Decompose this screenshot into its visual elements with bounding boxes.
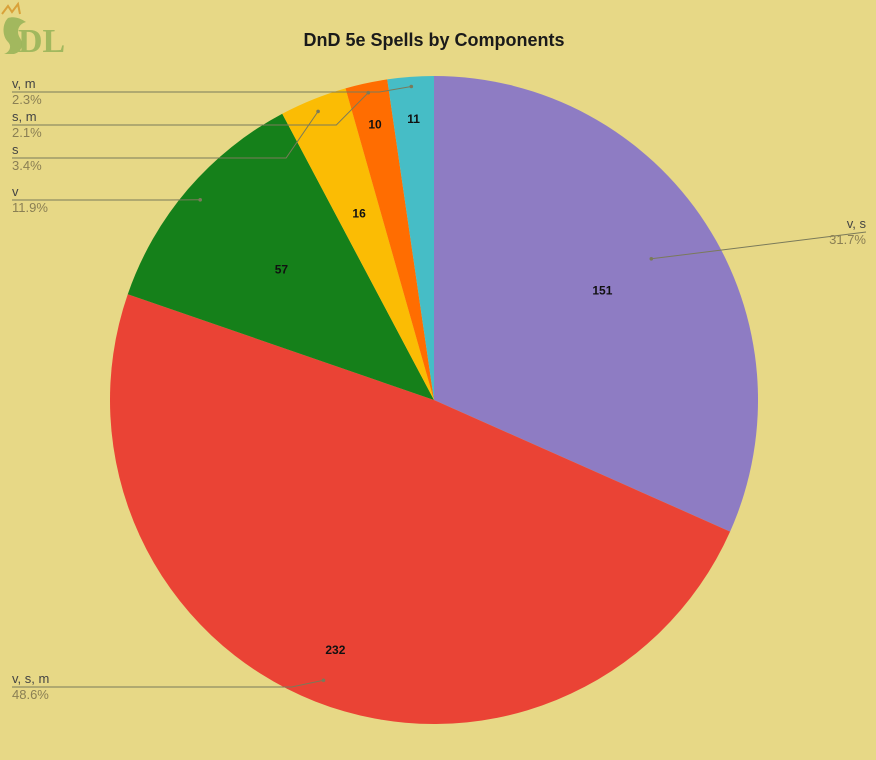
pie-slice-v-s-m [109, 294, 731, 725]
chart-title: DnD 5e Spells by Components [303, 30, 564, 50]
slice-value-label: 151 [592, 284, 612, 298]
pie-slice-v-m [387, 76, 434, 400]
slice-percent-label: 3.4% [12, 158, 42, 173]
leader-line [651, 231, 867, 260]
leader-lines [12, 84, 867, 688]
leader-dot [321, 678, 326, 683]
logo-text: DL [18, 23, 65, 60]
leader-line [12, 111, 319, 159]
slice-category-label: v, s, m [12, 671, 49, 686]
leader-dot [316, 109, 320, 114]
leader-line [12, 92, 369, 126]
slice-value-label: 57 [275, 262, 289, 276]
slice-category-label: v, s [847, 216, 867, 231]
pie-slice-v-s [434, 76, 759, 532]
slice-percent-label: 31.7% [829, 232, 866, 247]
pie-slices [109, 76, 759, 725]
dragon-logo-icon: DL [1, 1, 65, 60]
leader-line [12, 86, 412, 93]
leader-dot [649, 257, 654, 261]
pie-slice-s [282, 88, 434, 400]
leader-dot [366, 90, 371, 95]
pie-slice-s-m [345, 79, 434, 401]
leader-line [12, 679, 324, 688]
slice-percent-label: 2.1% [12, 125, 42, 140]
slice-value-label: 10 [368, 117, 382, 131]
slice-category-label: s, m [12, 109, 37, 124]
pie-slice-v [127, 113, 434, 400]
slice-category-label: v, m [12, 76, 36, 91]
slice-category-label: s [12, 142, 19, 157]
slice-percent-label: 48.6% [12, 687, 49, 702]
leader-dot [198, 198, 202, 202]
slice-category-label: v [12, 184, 19, 199]
external-labels: v, s31.7% v, s, m48.6% v11.9% s3.4% s, m2.1%… [12, 76, 866, 702]
slice-value-label: 232 [325, 643, 345, 657]
leader-dot [409, 84, 414, 89]
slice-value-labels: 151 232 57 16 10 11 [275, 112, 613, 657]
slice-percent-label: 2.3% [12, 92, 42, 107]
slice-value-label: 16 [352, 207, 366, 221]
slice-value-label: 11 [407, 112, 420, 126]
slice-percent-label: 11.9% [12, 200, 48, 215]
